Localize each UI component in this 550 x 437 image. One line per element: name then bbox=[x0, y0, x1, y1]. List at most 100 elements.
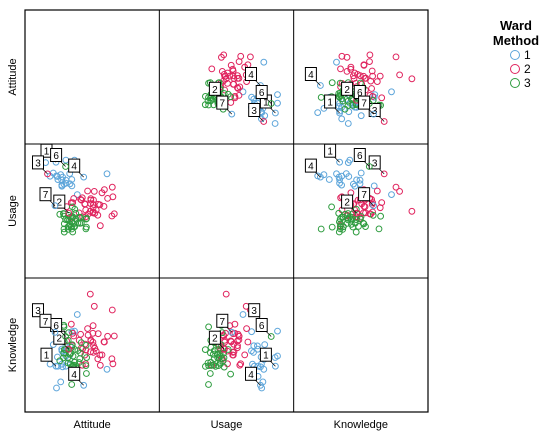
labeled-point bbox=[228, 110, 236, 118]
y-axis-label-usage: Usage bbox=[7, 195, 19, 227]
point-label-box bbox=[304, 158, 317, 173]
data-point bbox=[77, 330, 84, 338]
data-point bbox=[60, 212, 68, 220]
data-point bbox=[205, 381, 212, 388]
data-point bbox=[338, 115, 346, 123]
data-point bbox=[356, 180, 364, 188]
data-point bbox=[108, 212, 116, 220]
labeled-point bbox=[272, 109, 279, 117]
data-point bbox=[357, 213, 365, 220]
data-point bbox=[218, 53, 225, 61]
data-point bbox=[103, 170, 111, 178]
label-leader bbox=[334, 156, 340, 163]
label-leader bbox=[378, 168, 385, 175]
data-point bbox=[348, 220, 355, 228]
label-leader bbox=[265, 331, 272, 337]
data-point bbox=[108, 183, 116, 191]
label-leader bbox=[378, 116, 385, 122]
data-point bbox=[235, 332, 243, 340]
data-point bbox=[83, 370, 90, 377]
data-point bbox=[346, 156, 354, 164]
point-label-box bbox=[208, 330, 221, 345]
labeled-point bbox=[317, 82, 324, 89]
point-label-2: 2 bbox=[57, 198, 63, 209]
data-point bbox=[96, 201, 104, 209]
point-label-box bbox=[324, 143, 337, 158]
data-point bbox=[59, 363, 66, 371]
data-point bbox=[237, 360, 245, 368]
labeled-point bbox=[365, 163, 373, 170]
labeled-point bbox=[380, 118, 388, 125]
data-point bbox=[73, 191, 81, 199]
data-point bbox=[221, 86, 229, 94]
legend-marker-1 bbox=[510, 50, 520, 60]
data-point bbox=[336, 215, 344, 223]
data-point bbox=[347, 63, 355, 71]
point-label-box bbox=[368, 155, 381, 170]
data-point bbox=[347, 65, 355, 73]
data-point bbox=[325, 176, 333, 183]
data-point bbox=[375, 225, 383, 233]
point-label-3: 3 bbox=[35, 158, 41, 169]
data-point bbox=[89, 322, 97, 330]
data-point bbox=[84, 325, 91, 333]
data-point bbox=[250, 342, 258, 350]
data-point bbox=[344, 120, 352, 127]
data-point bbox=[357, 215, 364, 223]
data-point bbox=[82, 215, 90, 223]
data-point bbox=[92, 347, 100, 355]
data-point bbox=[231, 320, 239, 328]
point-label-6: 6 bbox=[357, 88, 363, 99]
point-label-box bbox=[68, 366, 81, 381]
label-leader bbox=[265, 98, 272, 104]
labeled-point bbox=[336, 158, 344, 166]
data-point bbox=[227, 370, 235, 378]
data-point bbox=[360, 61, 368, 69]
data-point bbox=[230, 348, 238, 356]
data-point bbox=[366, 51, 374, 59]
point-label-7: 7 bbox=[220, 317, 226, 328]
point-label-4: 4 bbox=[71, 370, 77, 381]
data-point bbox=[108, 306, 116, 314]
labeled-point bbox=[353, 209, 361, 217]
point-label-2: 2 bbox=[344, 85, 350, 96]
data-point bbox=[244, 338, 252, 346]
data-point bbox=[210, 355, 218, 363]
data-point bbox=[239, 88, 247, 96]
data-point bbox=[373, 78, 381, 85]
point-label-box bbox=[248, 303, 261, 318]
data-point bbox=[227, 61, 235, 69]
data-point bbox=[101, 186, 108, 194]
data-point bbox=[335, 209, 343, 217]
data-point bbox=[84, 187, 91, 195]
labeled-point bbox=[267, 333, 275, 340]
labeled-point bbox=[44, 170, 51, 178]
data-point bbox=[76, 355, 84, 363]
y-axis-label-knowledge: Knowledge bbox=[7, 318, 19, 372]
data-point bbox=[345, 173, 353, 180]
data-point bbox=[235, 336, 243, 344]
labeled-point bbox=[221, 345, 228, 353]
data-point bbox=[368, 67, 376, 75]
data-point bbox=[57, 171, 65, 179]
labeled-point bbox=[62, 163, 69, 170]
data-point bbox=[356, 176, 364, 184]
point-label-box bbox=[324, 94, 337, 109]
data-point bbox=[66, 180, 74, 188]
data-point bbox=[67, 199, 75, 207]
legend-item-1: 1 bbox=[510, 48, 550, 62]
data-point bbox=[344, 102, 352, 109]
label-leader bbox=[226, 108, 233, 115]
data-point bbox=[274, 327, 281, 335]
label-leader bbox=[315, 80, 321, 86]
data-point bbox=[220, 71, 228, 78]
data-point bbox=[274, 91, 281, 98]
legend-label-2: 2 bbox=[524, 62, 531, 76]
data-point bbox=[220, 363, 228, 371]
point-label-2: 2 bbox=[57, 334, 63, 345]
data-point bbox=[215, 362, 222, 370]
point-label-box bbox=[40, 347, 53, 362]
data-point bbox=[250, 95, 258, 103]
data-point bbox=[328, 79, 336, 87]
data-point bbox=[207, 362, 215, 369]
